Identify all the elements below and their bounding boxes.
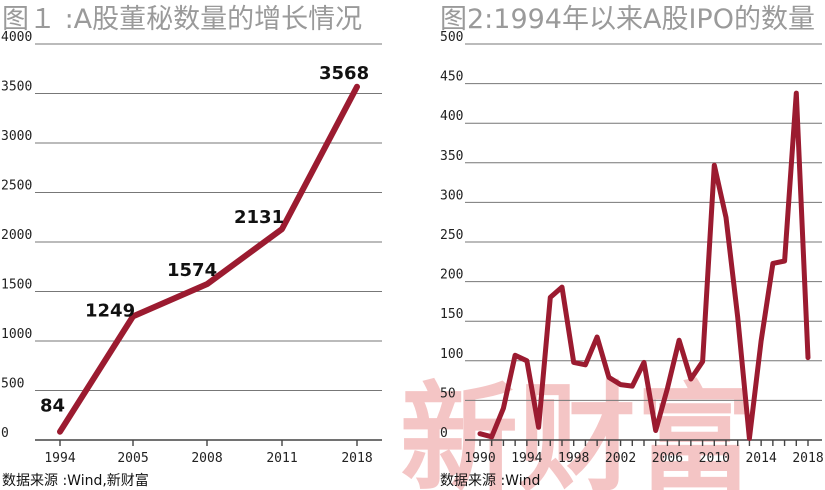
chart-2-x-tick-label: 2014 [745,451,776,466]
chart-2: 图2:1994年以来A股IPO的数量 0 50 100 150 200 250 300 350… [440,4,824,489]
chart-1-data-label: 2131 [234,207,284,228]
chart-2-y-tick-label: 200 [440,268,463,283]
chart-2-y-tick-label: 50 [440,386,456,401]
chart-1-y-tick-label: 2000 [1,228,32,243]
chart-1-gridlines [35,43,382,441]
chart-2-y-tick-label: 150 [440,307,463,322]
chart-1-x-tick-label: 2008 [191,451,222,466]
chart-1-y-tick-label: 500 [1,377,24,392]
chart-2-x-tick-label: 2010 [699,451,730,466]
chart-1-source: 数据来源 :Wind,新财富 [2,472,149,489]
chart-1-y-tick-label: 3000 [1,129,32,144]
chart-2-source: 数据来源 :Wind [440,473,540,489]
chart-1-x-tick-label: 2018 [341,451,372,466]
chart-1-y-ticks: 0 500 1000 1500 2000 2500 3000 3500 4000 [1,30,32,441]
chart-1-x-tick-label: 2011 [266,451,297,466]
chart-2-x-tick-label: 1994 [511,451,542,466]
chart-1-data-label: 84 [40,396,65,417]
chart-2-y-ticks: 0 50 100 150 200 250 300 350 400 450 500 [440,30,463,441]
chart-2-y-tick-label: 100 [440,347,463,362]
chart-1-x-ticks: 1994 2005 2008 2011 2018 [44,440,373,466]
chart-2-y-tick-label: 300 [440,188,463,203]
chart-2-x-tick-label: 2006 [652,451,683,466]
chart-1-x-tick-label: 1994 [44,451,75,466]
chart-1-y-tick-label: 3500 [1,80,32,95]
chart-2-y-tick-label: 500 [440,30,463,45]
chart-1-y-tick-label: 1000 [1,327,32,342]
chart-2-y-tick-label: 450 [440,70,463,85]
chart-1-y-tick-label: 4000 [1,30,32,45]
chart-2-y-tick-label: 350 [440,149,463,164]
chart-2-y-tick-label: 0 [440,426,448,441]
chart-1-data-label: 3568 [319,63,369,84]
chart-2-x-tick-label: 1990 [464,451,495,466]
chart-1-y-tick-label: 2500 [1,179,32,194]
chart-2-x-tick-label: 2018 [792,451,823,466]
chart-2-x-tick-label: 1998 [558,451,589,466]
chart-1-title: 图１ :A股董秘数量的增长情况 [2,4,362,35]
chart-1-y-tick-label: 1500 [1,278,32,293]
chart-2-y-tick-label: 250 [440,228,463,243]
chart-1-data-label: 1574 [167,260,217,281]
chart-1-y-tick-label: 0 [1,426,9,441]
chart-2-x-tick-label: 2002 [605,451,636,466]
chart-2-y-tick-label: 400 [440,109,463,124]
chart-1-data-labels: 84 1249 1574 2131 3568 [40,63,369,417]
chart-1-x-tick-label: 2005 [117,451,148,466]
chart-1-data-label: 1249 [85,300,135,321]
watermark-text: 新财富 [400,369,754,490]
chart-2-series-line [477,90,811,441]
chart-1-series-line [57,83,360,435]
chart-2-title: 图2:1994年以来A股IPO的数量 [440,4,815,35]
chart-2-x-ticks: 1990 1994 1998 2002 2006 2010 2014 2018 [464,440,824,466]
chart-1: 图１ :A股董秘数量的增长情况 0 500 1000 1500 2000 2500 3000… [1,4,382,489]
